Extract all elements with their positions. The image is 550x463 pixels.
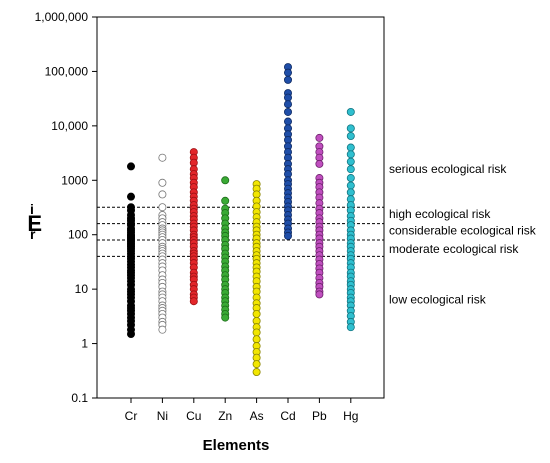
x-tick-label-cu: Cu (186, 409, 201, 423)
point-as (252, 309, 261, 318)
svg-text:r: r (30, 226, 36, 242)
point-cd (283, 93, 292, 102)
y-tick-label: 10,000 (51, 119, 88, 133)
svg-text:E: E (27, 211, 42, 236)
y-axis-ticks: 0.1 1 10 100 1000 10,000 100,000 1,000,000 (35, 10, 97, 405)
y-axis-title-superscript: i (30, 201, 34, 217)
svg-text:i: i (30, 201, 34, 217)
point-hg (346, 124, 355, 133)
point-zn (221, 313, 230, 322)
point-cd (283, 117, 292, 126)
risk-label-1: high ecological risk (389, 207, 491, 221)
risk-labels: serious ecological risk high ecological r… (389, 162, 537, 306)
point-hg (346, 157, 355, 166)
data-points (127, 63, 355, 377)
point-cd (283, 75, 292, 84)
y-axis-title: E i r (27, 201, 42, 242)
x-axis-ticks: Cr Ni Cu Zn As Cd Pb Hg (125, 398, 358, 423)
point-zn (221, 196, 230, 205)
y-tick-label: 100 (68, 228, 88, 242)
risk-label-3: moderate ecological risk (389, 242, 519, 256)
x-tick-label-cd: Cd (280, 409, 295, 423)
x-tick-label-cr: Cr (125, 409, 138, 423)
y-tick-label: 1,000,000 (35, 10, 89, 24)
point-cd (283, 107, 292, 116)
point-pb (315, 133, 324, 142)
risk-label-2: considerable ecological risk (389, 223, 537, 237)
point-cr (127, 192, 136, 201)
point-ni (158, 190, 167, 199)
threshold-lines (97, 206, 384, 257)
point-hg (346, 107, 355, 116)
point-ni (158, 203, 167, 212)
point-hg (346, 188, 355, 197)
point-as (252, 368, 261, 377)
x-axis-title: Elements (203, 437, 270, 454)
point-hg (346, 181, 355, 190)
point-hg (346, 174, 355, 183)
x-tick-label-pb: Pb (312, 409, 327, 423)
y-tick-label: 1 (81, 337, 88, 351)
y-tick-label: 10 (75, 282, 89, 296)
point-hg (346, 150, 355, 159)
point-hg (346, 143, 355, 152)
point-cr (127, 329, 136, 338)
point-hg (346, 132, 355, 141)
point-cd (283, 231, 292, 240)
point-hg (346, 165, 355, 174)
y-tick-label: 1000 (61, 173, 88, 187)
x-tick-label-zn: Zn (218, 409, 232, 423)
point-hg (346, 323, 355, 332)
risk-label-4: low ecological risk (389, 292, 487, 306)
point-cd (283, 68, 292, 77)
point-cr (127, 162, 136, 171)
plot-frame (96, 16, 385, 399)
point-ni (158, 325, 167, 334)
point-as (252, 360, 261, 369)
x-tick-label-hg: Hg (343, 409, 358, 423)
point-ni (158, 178, 167, 187)
y-axis-title-subscript: r (30, 226, 36, 242)
point-ni (158, 153, 167, 162)
point-pb (315, 290, 324, 299)
point-cd (283, 100, 292, 109)
y-tick-label: 100,000 (45, 64, 89, 78)
x-tick-label-as: As (250, 409, 264, 423)
x-tick-label-ni: Ni (157, 409, 168, 423)
point-as (252, 328, 261, 337)
risk-label-0: serious ecological risk (389, 162, 507, 176)
point-pb (315, 159, 324, 168)
point-as (252, 335, 261, 344)
point-zn (221, 176, 230, 185)
point-cu (189, 297, 198, 306)
y-axis-title-main: E (27, 211, 42, 236)
y-tick-label: 0.1 (71, 391, 88, 405)
